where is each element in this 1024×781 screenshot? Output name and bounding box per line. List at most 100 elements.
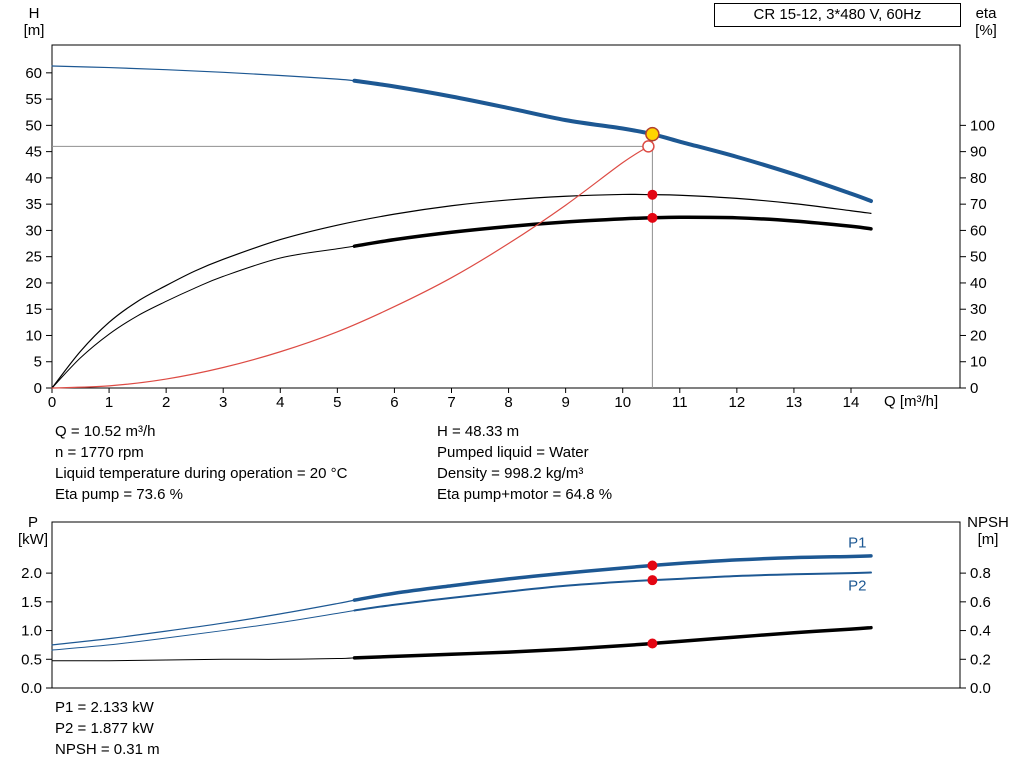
left-tick-label: 25 (25, 249, 42, 266)
left-tick-label: 0.0 (21, 680, 42, 697)
x-tick-label: 8 (504, 394, 512, 411)
right-tick-label: 50 (970, 249, 987, 266)
h-axis-title: H [m] (14, 5, 54, 39)
series-p1-curve (352, 554, 873, 602)
eta-axis-title: eta [%] (964, 5, 1008, 39)
p1-dot (647, 560, 658, 571)
hq-eta-chart[interactable]: 0 1 2 3 4 5 6 7 8 9 10 11 12 13 1405101520253035404550… (0, 0, 1024, 420)
left-tick-label: 60 (25, 65, 42, 82)
npsh-axis-title-unit: [m] (977, 531, 999, 548)
pump-model-box: CR 15-12, 3*480 V, 60Hz (714, 3, 961, 27)
x-tick-label: 0 (48, 394, 56, 411)
left-tick-label: 30 (25, 222, 42, 239)
left-tick-label: 15 (25, 301, 42, 318)
series-p2-curve-thin (51, 609, 355, 651)
x-tick-label: 2 (162, 394, 170, 411)
series-head-curve (352, 78, 873, 204)
right-tick-label: 20 (970, 327, 987, 344)
x-tick-label: 6 (390, 394, 398, 411)
readout-eta-pump-motor: Eta pump+motor = 64.8 % (437, 486, 613, 503)
x-tick-label: 9 (561, 394, 569, 411)
right-tick-label: 30 (970, 301, 987, 318)
x-tick-label: 11 (672, 394, 688, 411)
right-tick-label: 70 (970, 196, 987, 213)
readout-speed: n = 1770 rpm (55, 444, 144, 461)
x-tick-label: 12 (729, 394, 746, 411)
p-axis-title: P [kW] (10, 514, 56, 548)
readout-flow: Q = 10.52 m³/h (55, 423, 156, 440)
left-tick-label: 1.5 (21, 594, 42, 611)
readout-liquid-temperature: Liquid temperature during operation = 20… (55, 465, 348, 482)
series-npsh-curve-thin (51, 657, 355, 662)
x-tick-label: 13 (786, 394, 803, 411)
eta-axis-title-symbol: eta (975, 5, 997, 22)
duty-readout-left: Q = 10.52 m³/h n = 1770 rpm Liquid tempe… (55, 421, 347, 505)
left-tick-label: 2.0 (21, 565, 42, 582)
npsh-dot (647, 638, 658, 649)
readout-npsh: NPSH = 0.31 m (55, 741, 160, 758)
left-tick-label: 45 (25, 144, 42, 161)
series-head-curve-thin (51, 65, 356, 82)
annotation-P1: P1 (848, 534, 866, 551)
right-tick-label: 0.2 (970, 651, 991, 668)
left-tick-label: 1.0 (21, 623, 42, 640)
plot-frame (51, 44, 961, 389)
right-tick-label: 0.8 (970, 565, 991, 582)
plot-frame (51, 521, 961, 689)
readout-head: H = 48.33 m (437, 423, 520, 440)
right-tick-label: 0.6 (970, 594, 991, 611)
series-eta-pump-motor-thin (51, 245, 355, 389)
readout-density: Density = 998.2 kg/m³ (437, 465, 584, 482)
left-tick-label: 50 (25, 117, 42, 134)
right-tick-label: 0 (970, 380, 978, 397)
series-system-curve (51, 145, 649, 389)
p2-dot (647, 575, 658, 586)
x-tick-label: 4 (276, 394, 284, 411)
x-tick-label: 5 (333, 394, 341, 411)
right-tick-label: 10 (970, 354, 987, 371)
x-tick-label: 3 (219, 394, 227, 411)
duty-readout-right: H = 48.33 m Pumped liquid = Water Densit… (437, 421, 612, 505)
power-readout: P1 = 2.133 kW P2 = 1.877 kW NPSH = 0.31 … (55, 697, 160, 760)
x-tick-label: 10 (614, 394, 631, 411)
right-tick-label: 100 (970, 117, 995, 134)
right-tick-label: 60 (970, 222, 987, 239)
right-tick-label: 90 (970, 144, 987, 161)
left-tick-label: 0.5 (21, 651, 42, 668)
readout-eta-pump: Eta pump = 73.6 % (55, 486, 183, 503)
x-tick-label: 7 (447, 394, 455, 411)
eta-axis-title-unit: [%] (975, 22, 997, 39)
right-tick-label: 80 (970, 170, 987, 187)
series-eta-pump-motor-curve (352, 215, 873, 248)
right-tick-label: 0.0 (970, 680, 991, 697)
annotation-P2: P2 (848, 577, 866, 594)
left-tick-label: 5 (34, 354, 42, 371)
left-tick-label: 55 (25, 91, 42, 108)
readout-pumped-liquid: Pumped liquid = Water (437, 444, 589, 461)
power-npsh-chart[interactable]: 0.0 0.5 1.0 1.5 2.0 0.0 0.2 0.4 0.6 0.8 P1 P2 (0, 512, 1024, 708)
eta-pump-dot (647, 189, 658, 200)
eta-pump-motor-dot (647, 212, 658, 223)
left-tick-label: 0 (34, 380, 42, 397)
readout-p1: P1 = 2.133 kW (55, 699, 154, 716)
p-axis-title-symbol: P (27, 514, 38, 531)
series-p1-curve-thin (51, 599, 356, 646)
h-axis-title-unit: [m] (23, 22, 45, 39)
npsh-axis-title-symbol: NPSH (967, 514, 1009, 531)
x-tick-label: 14 (843, 394, 860, 411)
p-axis-title-unit: [kW] (18, 531, 48, 548)
series-npsh-curve (352, 625, 873, 660)
npsh-axis-title: NPSH [m] (962, 514, 1014, 548)
q-axis-label: Q [m³/h] (884, 393, 939, 410)
right-tick-label: 0.4 (970, 623, 991, 640)
right-tick-label: 40 (970, 275, 987, 292)
left-tick-label: 40 (25, 170, 42, 187)
h-axis-title-symbol: H (28, 5, 40, 22)
left-tick-label: 35 (25, 196, 42, 213)
x-tick-label: 1 (105, 394, 113, 411)
series-eta-pump-curve (51, 193, 872, 389)
requested-duty-point (642, 140, 655, 153)
series-p2-curve (353, 571, 872, 612)
operating-point (645, 126, 660, 142)
